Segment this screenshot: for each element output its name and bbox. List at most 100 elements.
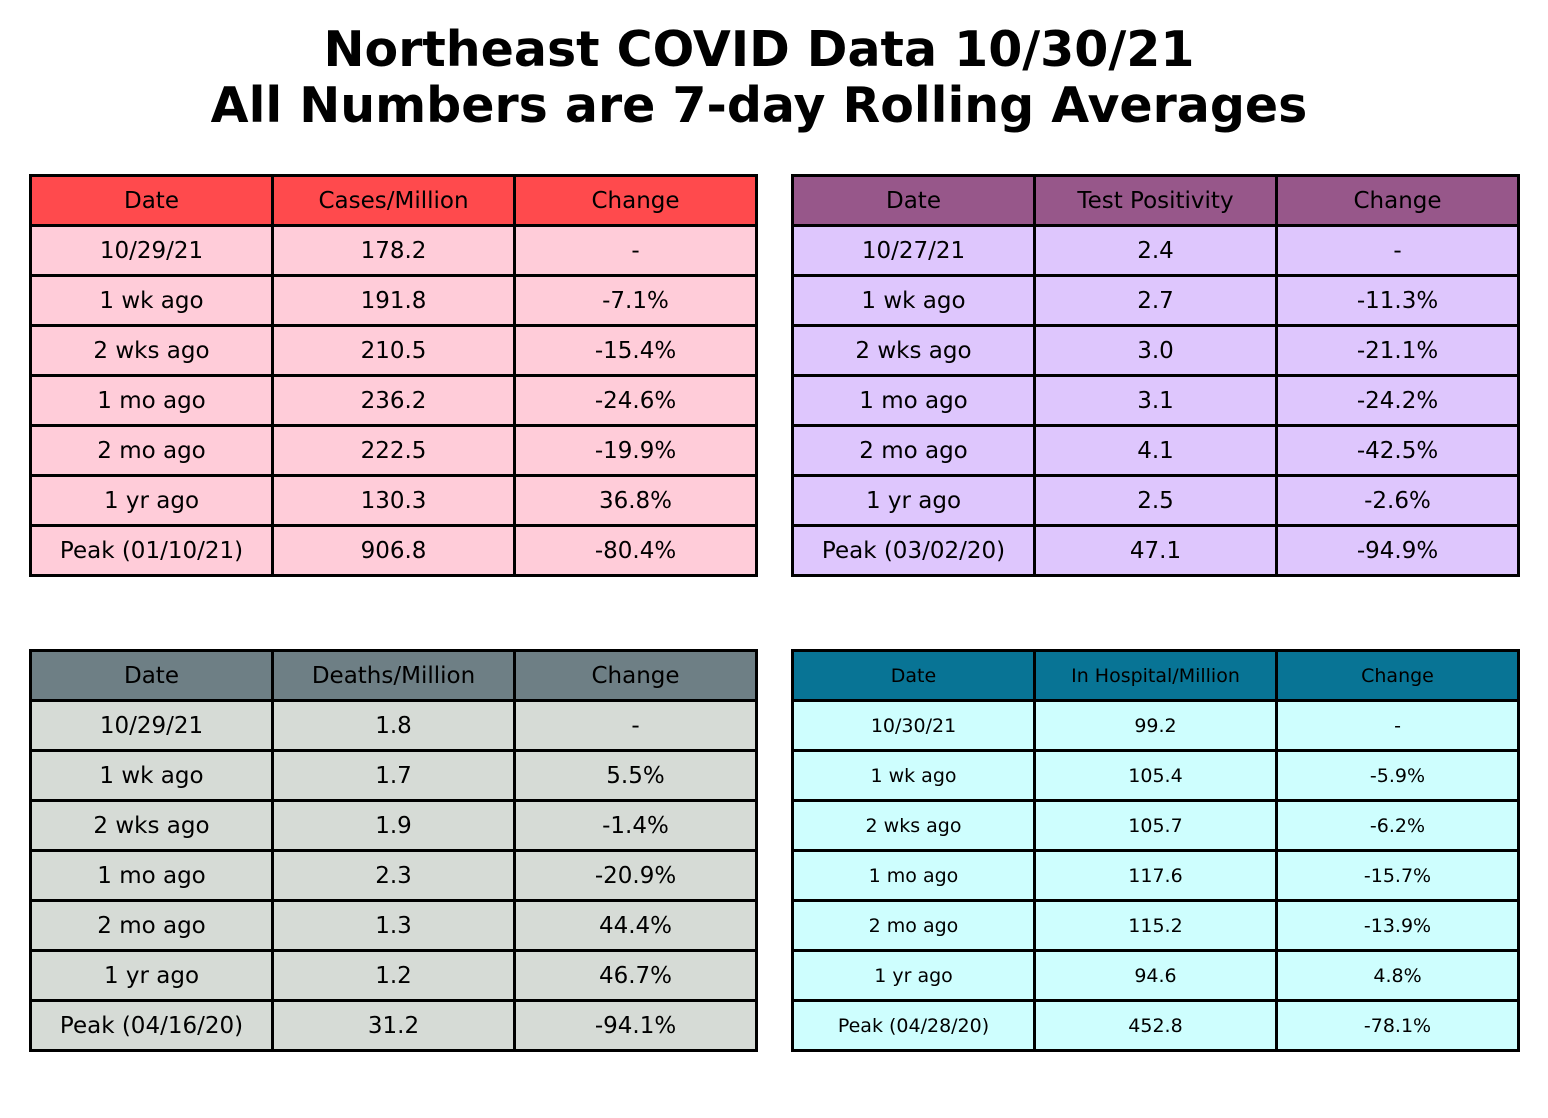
- table-cell: -19.9%: [513, 424, 758, 477]
- table-cell: 191.8: [271, 274, 516, 327]
- table-cell: 2 wks ago: [791, 324, 1036, 377]
- table-cell: 94.6: [1033, 949, 1278, 1002]
- table-cell: 210.5: [271, 324, 516, 377]
- table-cell: 2 wks ago: [29, 324, 274, 377]
- table-cell: 10/27/21: [791, 224, 1036, 277]
- table-cell: 452.8: [1033, 999, 1278, 1052]
- table-cell: -: [1275, 699, 1520, 752]
- table-cell: -13.9%: [1275, 899, 1520, 952]
- table-row: 1 mo ago 2.3 -20.9%: [29, 849, 758, 902]
- table-cell: 5.5%: [513, 749, 758, 802]
- table-cell: 2.4: [1033, 224, 1278, 277]
- table-cell: 1.3: [271, 899, 516, 952]
- table-cell: 1.7: [271, 749, 516, 802]
- column-header: In Hospital/Million: [1033, 649, 1278, 702]
- table-cell: 1.8: [271, 699, 516, 752]
- table-cell: 44.4%: [513, 899, 758, 952]
- table-cell: 2.5: [1033, 474, 1278, 527]
- table-cell: 115.2: [1033, 899, 1278, 952]
- table-cell: 236.2: [271, 374, 516, 427]
- table-row: 2 mo ago 222.5 -19.9%: [29, 424, 758, 477]
- table-cell: -6.2%: [1275, 799, 1520, 852]
- table-cell: 10/29/21: [29, 699, 274, 752]
- table-cell: Peak (04/28/20): [791, 999, 1036, 1052]
- table-cell: 99.2: [1033, 699, 1278, 752]
- column-header: Deaths/Million: [271, 649, 516, 702]
- table-cell: 10/29/21: [29, 224, 274, 277]
- table-row: 10/29/21 178.2-: [29, 224, 758, 277]
- deaths-table: Date Deaths/Million Change 10/29/21 1.8-1 wk…: [29, 649, 758, 1052]
- table-row: 2 wks ago 3.0 -21.1%: [791, 324, 1520, 377]
- table-cell: Peak (04/16/20): [29, 999, 274, 1052]
- table-row: 2 wks ago 1.9 -1.4%: [29, 799, 758, 852]
- table-cell: 4.1: [1033, 424, 1278, 477]
- column-header: Change: [1275, 649, 1520, 702]
- table-cell: 1 yr ago: [29, 949, 274, 1002]
- table-row: 1 wk ago 105.4 -5.9%: [791, 749, 1520, 802]
- table-cell: -: [513, 224, 758, 277]
- table-row: 1 wk ago 2.7 -11.3%: [791, 274, 1520, 327]
- table-cell: 2 wks ago: [29, 799, 274, 852]
- table-cell: 3.0: [1033, 324, 1278, 377]
- table-cell: 1 mo ago: [29, 374, 274, 427]
- title-line-1: Northeast COVID Data 10/30/21: [323, 21, 1195, 78]
- table-row: 10/30/21 99.2-: [791, 699, 1520, 752]
- table-row: Peak (03/02/20) 47.1 -94.9%: [791, 524, 1520, 577]
- table-cell: 1 wk ago: [29, 274, 274, 327]
- table-cell: 1 yr ago: [29, 474, 274, 527]
- table-row: 1 yr ago 94.6 4.8%: [791, 949, 1520, 1002]
- table-row: 1 wk ago 1.7 5.5%: [29, 749, 758, 802]
- table-cell: -1.4%: [513, 799, 758, 852]
- table-cell: 2 mo ago: [29, 424, 274, 477]
- table-cell: 2 mo ago: [791, 899, 1036, 952]
- table-cell: 47.1: [1033, 524, 1278, 577]
- column-header: Change: [513, 649, 758, 702]
- title-line-2: All Numbers are 7-day Rolling Averages: [210, 77, 1308, 134]
- table-cell: 1 wk ago: [791, 749, 1036, 802]
- table-cell: 105.7: [1033, 799, 1278, 852]
- table-cell: -94.9%: [1275, 524, 1520, 577]
- table-cell: Peak (03/02/20): [791, 524, 1036, 577]
- table-cell: 2.7: [1033, 274, 1278, 327]
- table-cell: 3.1: [1033, 374, 1278, 427]
- table-row: 2 mo ago 115.2 -13.9%: [791, 899, 1520, 952]
- table-header-row: Date In Hospital/Million Change: [791, 649, 1520, 702]
- table-row: 10/29/21 1.8-: [29, 699, 758, 752]
- table-cell: 36.8%: [513, 474, 758, 527]
- table-cell: 1.9: [271, 799, 516, 852]
- column-header: Date: [29, 174, 274, 227]
- table-cell: 4.8%: [1275, 949, 1520, 1002]
- table-cell: -80.4%: [513, 524, 758, 577]
- table-cell: -15.4%: [513, 324, 758, 377]
- table-row: 1 mo ago 117.6 -15.7%: [791, 849, 1520, 902]
- table-cell: 2 mo ago: [791, 424, 1036, 477]
- table-row: 1 wk ago 191.8 -7.1%: [29, 274, 758, 327]
- table-row: 1 yr ago 2.5 -2.6%: [791, 474, 1520, 527]
- table-cell: 2.3: [271, 849, 516, 902]
- table-row: Peak (04/16/20) 31.2 -94.1%: [29, 999, 758, 1052]
- table-cell: 1 wk ago: [29, 749, 274, 802]
- table-row: Peak (04/28/20) 452.8 -78.1%: [791, 999, 1520, 1052]
- table-cell: Peak (01/10/21): [29, 524, 274, 577]
- table-header-row: Date Test Positivity Change: [791, 174, 1520, 227]
- table-cell: -: [1275, 224, 1520, 277]
- table-cell: -78.1%: [1275, 999, 1520, 1052]
- table-cell: -42.5%: [1275, 424, 1520, 477]
- column-header: Change: [1275, 174, 1520, 227]
- table-row: 2 mo ago 1.3 44.4%: [29, 899, 758, 952]
- table-cell: 31.2: [271, 999, 516, 1052]
- table-cell: 1 yr ago: [791, 474, 1036, 527]
- table-cell: 1 mo ago: [791, 849, 1036, 902]
- column-header: Date: [791, 174, 1036, 227]
- column-header: Test Positivity: [1033, 174, 1278, 227]
- table-cell: 105.4: [1033, 749, 1278, 802]
- table-cell: 46.7%: [513, 949, 758, 1002]
- table-cell: -5.9%: [1275, 749, 1520, 802]
- test-positivity-table: Date Test Positivity Change 10/27/21 2.4-1 w…: [791, 174, 1520, 577]
- table-cell: 222.5: [271, 424, 516, 477]
- table-row: 1 yr ago 1.2 46.7%: [29, 949, 758, 1002]
- table-cell: 10/30/21: [791, 699, 1036, 752]
- table-row: 10/27/21 2.4-: [791, 224, 1520, 277]
- table-row: 2 wks ago 105.7 -6.2%: [791, 799, 1520, 852]
- table-row: Peak (01/10/21) 906.8 -80.4%: [29, 524, 758, 577]
